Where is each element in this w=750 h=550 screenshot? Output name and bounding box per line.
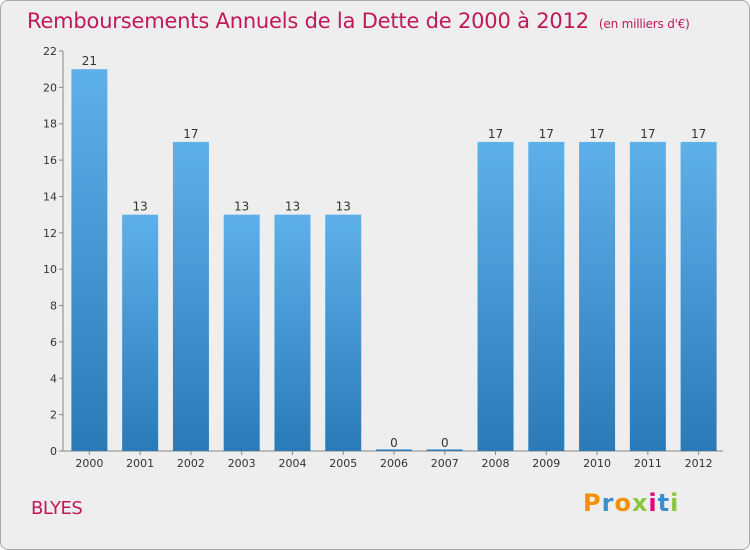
data-label-2003: 13 [234, 200, 249, 214]
x-tick-label: 2008 [482, 457, 510, 470]
bar-2000[interactable] [71, 69, 108, 451]
x-tick-label: 2006 [380, 457, 408, 470]
bar-2001[interactable] [122, 214, 159, 451]
chart-subtitle: (en milliers d'€) [598, 17, 690, 31]
y-tick-label: 14 [43, 190, 57, 203]
logo-letter: P [583, 489, 602, 517]
bar-2011[interactable] [629, 141, 666, 451]
chart-data-labels: 21 13 17 13 13 13 0 0 17 17 17 17 17 [82, 54, 707, 450]
x-tick-label: 2000 [75, 457, 103, 470]
logo-letter: i [670, 489, 680, 517]
bar-2002[interactable] [172, 141, 209, 451]
logo-letter: i [648, 489, 658, 517]
data-label-2001: 13 [133, 200, 148, 214]
data-label-2005: 13 [336, 200, 351, 214]
data-label-2006: 0 [390, 436, 398, 450]
bar-2005[interactable] [325, 214, 362, 451]
y-tick-label: 10 [43, 263, 57, 276]
data-label-2010: 17 [589, 127, 604, 141]
bar-2009[interactable] [528, 141, 565, 451]
x-tick-label: 2007 [431, 457, 459, 470]
data-label-2007: 0 [441, 436, 449, 450]
logo-letter: r [601, 489, 615, 517]
x-tick-label: 2010 [583, 457, 611, 470]
logo-letter: o [614, 489, 632, 517]
data-label-2009: 17 [539, 127, 554, 141]
chart-title-text: Remboursements Annuels de la Dette de 20… [27, 9, 589, 33]
bar-2012[interactable] [680, 141, 717, 451]
x-tick-label: 2001 [126, 457, 154, 470]
bar-2008[interactable] [477, 141, 514, 451]
data-label-2008: 17 [488, 127, 503, 141]
x-tick-label: 2002 [177, 457, 205, 470]
data-label-2000: 21 [82, 54, 97, 68]
y-tick-label: 20 [43, 81, 57, 94]
x-tick-label: 2011 [634, 457, 662, 470]
y-tick-label: 8 [50, 300, 57, 313]
x-tick-label: 2012 [685, 457, 713, 470]
y-tick-label: 0 [50, 445, 57, 458]
data-label-2011: 17 [640, 127, 655, 141]
bar-2010[interactable] [579, 141, 616, 451]
data-label-2004: 13 [285, 200, 300, 214]
proxiti-logo[interactable]: Proxiti [583, 489, 679, 517]
x-tick-label: 2004 [278, 457, 306, 470]
bar-2003[interactable] [223, 214, 260, 451]
data-label-2012: 17 [691, 127, 706, 141]
bar-2007[interactable] [426, 449, 463, 452]
x-tick-label: 2003 [228, 457, 256, 470]
y-tick-label: 16 [43, 154, 57, 167]
logo-letter: t [657, 489, 671, 517]
y-tick-label: 2 [50, 409, 57, 422]
y-tick-label: 4 [50, 372, 57, 385]
chart-title: Remboursements Annuels de la Dette de 20… [27, 9, 690, 33]
data-label-2002: 17 [183, 127, 198, 141]
y-tick-label: 6 [50, 336, 57, 349]
bar-2006[interactable] [376, 449, 412, 452]
y-tick-label: 22 [43, 45, 57, 58]
y-tick-label: 12 [43, 227, 57, 240]
x-tick-label: 2005 [329, 457, 357, 470]
y-tick-label: 18 [43, 118, 57, 131]
logo-letter: x [631, 489, 649, 517]
x-tick-label: 2009 [532, 457, 560, 470]
chart-bars [71, 69, 717, 452]
commune-name: BLYES [31, 498, 83, 519]
bar-2004[interactable] [274, 214, 311, 451]
chart-axes: 0 2 4 6 8 10 12 14 16 18 20 22 2000 2001 2002 2003 2004 2… [43, 45, 723, 470]
